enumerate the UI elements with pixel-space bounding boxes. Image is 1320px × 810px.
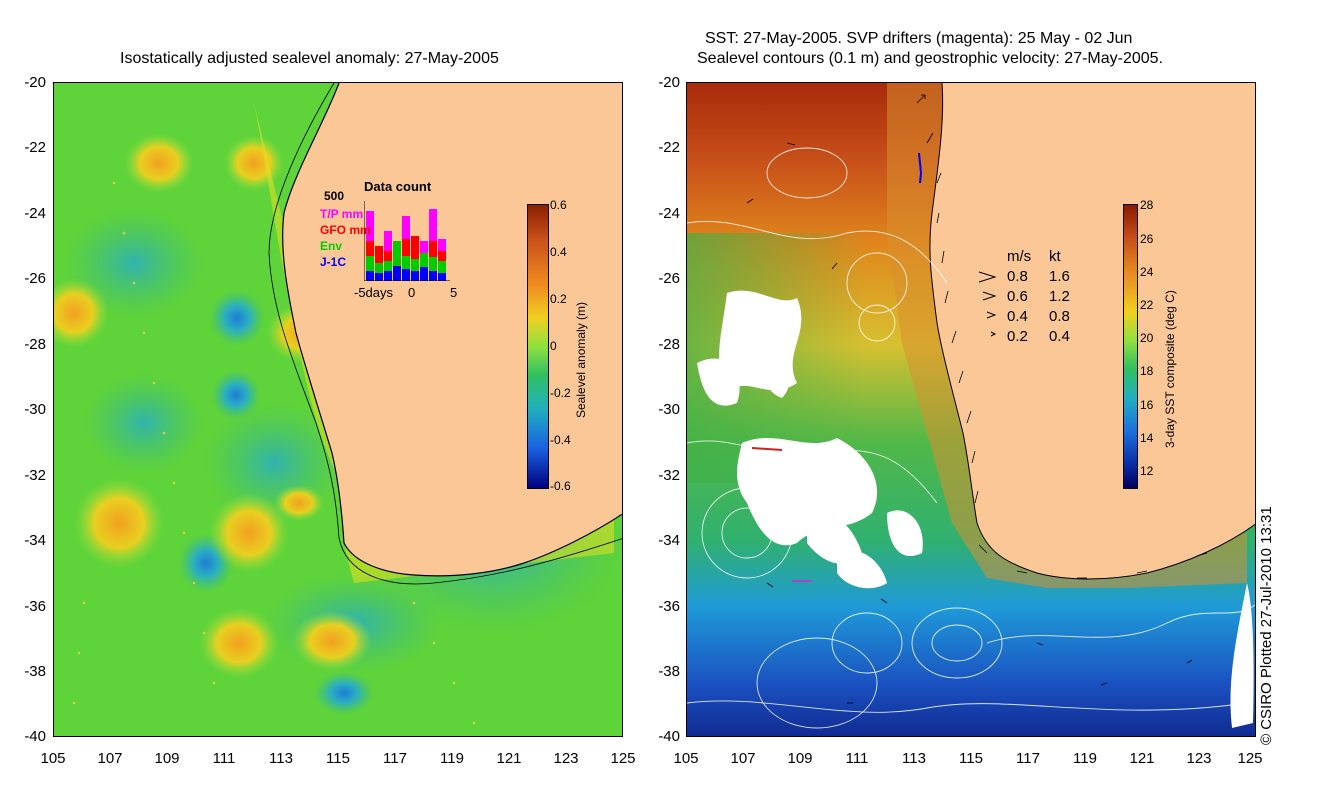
- vel-row-ms: 0.4: [1007, 308, 1028, 325]
- credit-text: © CSIRO Plotted 27-Jul-2010 13:31: [1258, 506, 1275, 745]
- data-count-inset: Data count 500 T/P mm GFO mm Env J-1C -5…: [316, 179, 476, 300]
- sla-cb-tick: 0.4: [550, 245, 567, 259]
- left-ytick: -36: [24, 598, 46, 615]
- left-xtick: 107: [97, 750, 123, 767]
- vel-header-kt: kt: [1049, 248, 1061, 265]
- left-xtick: 115: [326, 750, 350, 767]
- right-xtick: 123: [1186, 750, 1212, 767]
- data-count-max: 500: [324, 189, 345, 203]
- legend-tp: T/P mm: [320, 207, 364, 221]
- left-title: Isostatically adjusted sealevel anomaly:…: [120, 50, 499, 67]
- right-ytick: -28: [658, 336, 680, 353]
- legend-gfo: GFO mm: [320, 223, 371, 237]
- sst-cb-tick: 18: [1140, 364, 1154, 378]
- left-ytick: -34: [24, 532, 46, 549]
- data-count-x-max: 5: [450, 285, 458, 300]
- sla-cb-tick: -0.4: [550, 433, 571, 447]
- vel-row-ms: 0.8: [1007, 268, 1028, 285]
- sst-map-graphic: [687, 83, 1255, 736]
- sla-map: Data count 500 T/P mm GFO mm Env J-1C -5…: [53, 82, 623, 737]
- sla-cb-tick: -0.6: [550, 479, 571, 493]
- legend-j1c: J-1C: [320, 255, 347, 269]
- right-title-line2: Sealevel contours (0.1 m) and geostrophi…: [697, 50, 1164, 67]
- velocity-legend: m/s kt 0.8 1.6 0.6 1.2 0.4 0.8 0.2 0.4: [977, 248, 1087, 348]
- right-ytick: -40: [658, 728, 680, 745]
- left-xtick: 121: [496, 750, 522, 767]
- legend-env: Env: [320, 239, 343, 253]
- sla-cb-tick: 0.6: [550, 198, 567, 212]
- left-ytick: -32: [24, 467, 46, 484]
- vel-row-kt: 1.6: [1049, 268, 1070, 285]
- sla-cb-label: Sealevel anomaly (m): [574, 301, 588, 418]
- sla-colorbar: [527, 204, 549, 489]
- left-ytick: -30: [24, 401, 46, 418]
- data-count-title: Data count: [364, 179, 432, 194]
- data-count-bars: [364, 201, 450, 281]
- vel-row-kt: 0.8: [1049, 308, 1070, 325]
- right-ytick: -20: [658, 74, 680, 91]
- vel-row-ms: 0.6: [1007, 288, 1028, 305]
- sst-colorbar: [1123, 204, 1138, 489]
- right-ytick: -38: [658, 663, 680, 680]
- vel-arrows: [978, 271, 997, 337]
- right-xtick: 117: [1016, 750, 1040, 767]
- left-ytick: -22: [24, 139, 46, 156]
- left-ytick: -24: [24, 205, 46, 222]
- sst-cb-tick: 28: [1140, 198, 1154, 212]
- sst-cb-tick: 16: [1140, 398, 1154, 412]
- left-xtick: 119: [440, 750, 464, 767]
- sst-cb-tick: 22: [1140, 298, 1154, 312]
- left-xtick: 113: [269, 750, 293, 767]
- right-xtick: 105: [673, 750, 699, 767]
- sst-cb-tick: 24: [1140, 265, 1154, 279]
- right-xtick: 107: [730, 750, 756, 767]
- sla-cb-tick: 0: [550, 339, 557, 353]
- sst-cb-tick: 12: [1140, 464, 1154, 478]
- right-ytick: -24: [658, 205, 680, 222]
- left-xtick: 125: [610, 750, 636, 767]
- sst-cb-tick: 26: [1140, 232, 1154, 246]
- right-ytick: -22: [658, 139, 680, 156]
- left-xtick: 111: [212, 750, 236, 767]
- data-count-x-zero: 0: [408, 285, 416, 300]
- vel-row-ms: 0.2: [1007, 328, 1028, 345]
- right-xtick: 121: [1129, 750, 1155, 767]
- sla-cb-tick: -0.2: [550, 386, 571, 400]
- vel-row-kt: 0.4: [1049, 328, 1070, 345]
- left-xtick: 123: [553, 750, 579, 767]
- right-ytick: -32: [658, 467, 680, 484]
- sst-cb-tick: 14: [1140, 431, 1154, 445]
- vel-row-kt: 1.2: [1049, 288, 1070, 305]
- left-xtick: 105: [40, 750, 66, 767]
- right-xtick: 119: [1073, 750, 1097, 767]
- vel-header-ms: m/s: [1007, 248, 1032, 265]
- right-ytick: -34: [658, 532, 680, 549]
- sla-cb-tick: 0.2: [550, 292, 567, 306]
- right-ytick: -30: [658, 401, 680, 418]
- sst-cb-label: 3-day SST composite (deg C): [1163, 290, 1177, 448]
- right-xtick: 115: [959, 750, 983, 767]
- sst-cb-tick: 20: [1140, 331, 1154, 345]
- left-ytick: -40: [24, 728, 46, 745]
- left-xtick: 117: [383, 750, 407, 767]
- right-ytick: -26: [658, 270, 680, 287]
- right-xtick: 113: [902, 750, 926, 767]
- right-xtick: 109: [787, 750, 813, 767]
- left-ytick: -38: [24, 663, 46, 680]
- left-ytick: -20: [24, 74, 46, 91]
- left-xtick: 109: [154, 750, 180, 767]
- right-xtick: 125: [1237, 750, 1263, 767]
- right-title-line1: SST: 27-May-2005. SVP drifters (magenta)…: [705, 30, 1133, 47]
- right-ytick: -36: [658, 598, 680, 615]
- data-count-x-min: -5days: [354, 285, 394, 300]
- left-ytick: -26: [24, 270, 46, 287]
- right-xtick: 111: [845, 750, 869, 767]
- left-ytick: -28: [24, 336, 46, 353]
- sst-map: m/s kt 0.8 1.6 0.6 1.2 0.4 0.8 0.2 0.4 2…: [686, 82, 1256, 737]
